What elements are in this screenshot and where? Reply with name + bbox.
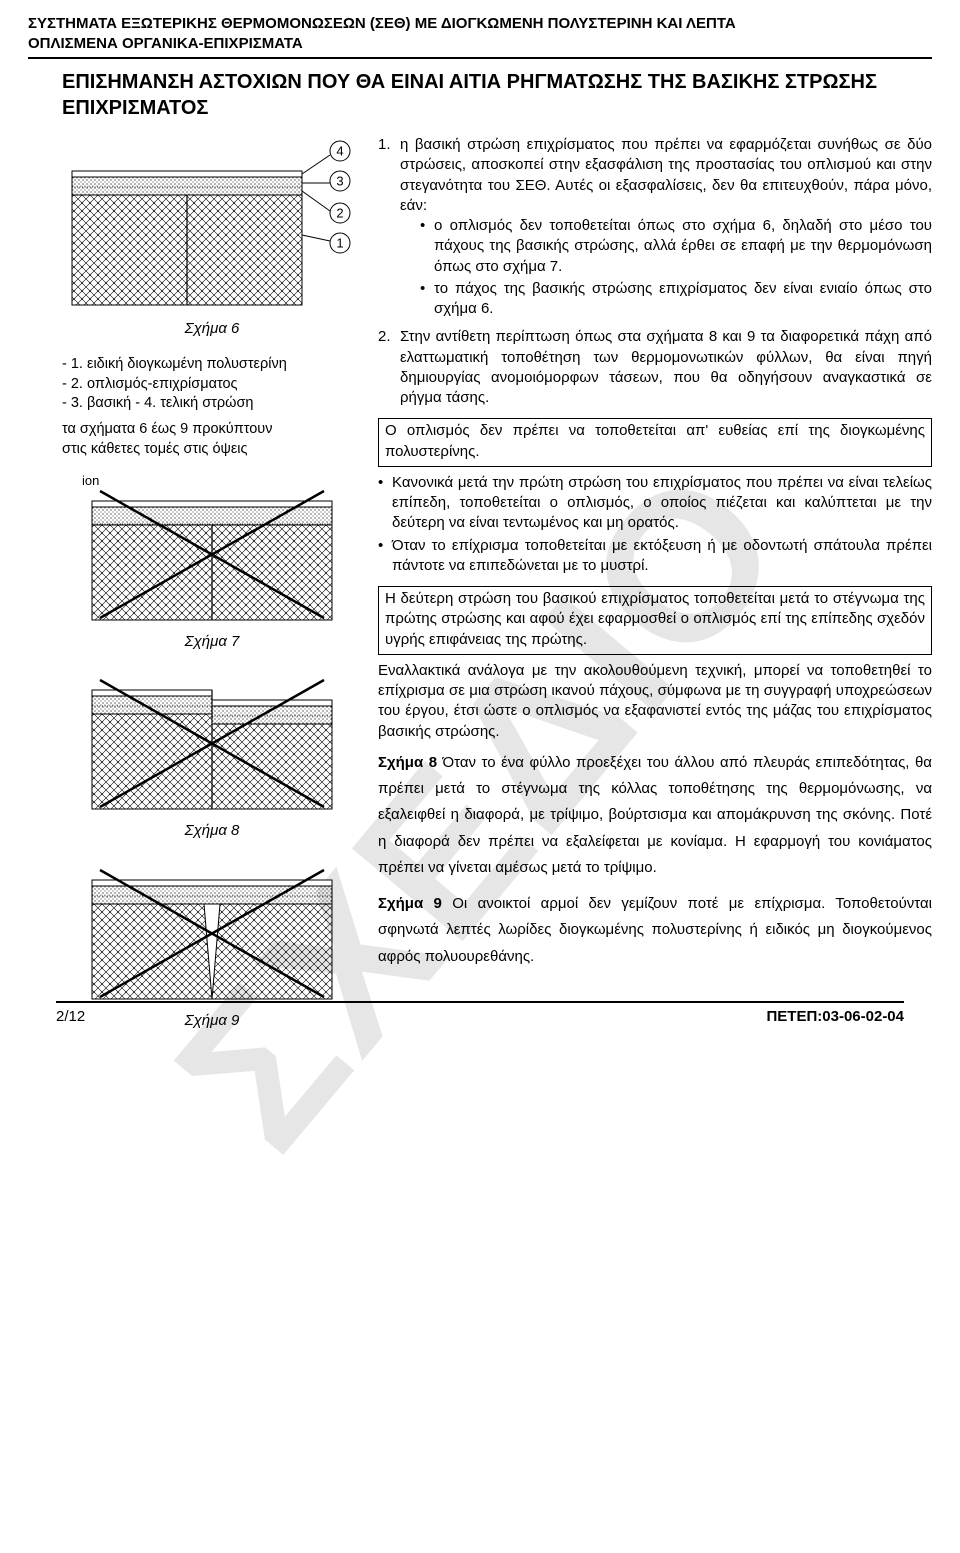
item-2-text: Στην αντίθετη περίπτωση όπως στα σχήματα… (400, 327, 932, 408)
bullet-2b: •Όταν το επίχρισμα τοποθετείται με εκτόξ… (378, 536, 932, 577)
para-s9-label: Σχήμα 9 (378, 895, 442, 912)
header-line-2: ΟΠΛΙΣΜΕΝΑ ΟΡΓΑΝΙΚΑ-ΕΠΙΧΡΙΣΜΑΤΑ (28, 35, 303, 52)
figure-6-caption: Σχήμα 6 (185, 319, 240, 339)
figure-8-caption: Σχήμα 8 (185, 821, 240, 841)
bullet-1a: •ο οπλισμός δεν τοποθετείται όπως στο σχ… (420, 216, 932, 277)
para-s9-text: Οι ανοικτοί αρμοί δεν γεμίζουν ποτέ με ε… (378, 895, 932, 965)
boxed-note-2: Η δεύτερη στρώση του βασικού επιχρίσματο… (378, 586, 932, 655)
figure-7-caption: Σχήμα 7 (185, 632, 240, 652)
doc-code: ΠΕΤΕΠ:03-06-02-04 (766, 1007, 904, 1027)
item-number: 2. (378, 327, 400, 408)
boxed-note-1: Ο οπλισμός δεν πρέπει να τοποθετείται απ… (378, 418, 932, 467)
item-number: 1. (378, 135, 400, 321)
figure-9 (82, 852, 342, 1007)
figure-8 (82, 662, 342, 817)
callout-1: 1 (336, 236, 343, 251)
para-s8-label: Σχήμα 8 (378, 754, 437, 771)
item-1-intro: η βασική στρώση επιχρίσματος που πρέπει … (400, 136, 932, 214)
bullet-1b: •το πάχος της βασικής στρώσης επιχρίσματ… (420, 279, 932, 320)
legend-note-2: στις κάθετες τομές στις όψεις (62, 440, 272, 460)
callout-2: 2 (336, 206, 343, 221)
header-line-1: ΣΥΣΤΗΜΑΤΑ ΕΞΩΤΕΡΙΚΗΣ ΘΕΡΜΟΜΟΝΩΣΕΩΝ (ΣΕΘ)… (28, 15, 736, 32)
para-s8-text: Όταν το ένα φύλλο προεξέχει του άλλου απ… (378, 754, 932, 876)
legend-note-1: τα σχήματα 6 έως 9 προκύπτουν (62, 420, 272, 440)
figure-6: 4 3 2 1 (62, 135, 362, 315)
figure-legend: - 1. ειδική διογκωμένη πολυστερίνη - 2. … (62, 355, 287, 414)
para-figure-8: Σχήμα 8 Όταν το ένα φύλλο προεξέχει του … (378, 750, 932, 881)
section-title: ΕΠΙΣΗΜΑΝΣΗ ΑΣΤΟΧΙΩΝ ΠΟΥ ΘΑ ΕΙΝΑΙ ΑΙΤΙΑ Ρ… (62, 69, 932, 121)
page-number: 2/12 (56, 1007, 85, 1027)
figure-7: ion (82, 473, 342, 628)
callout-4: 4 (336, 144, 343, 159)
numbered-item-1: 1. η βασική στρώση επιχρίσματος που πρέπ… (378, 135, 932, 321)
body-text-column: 1. η βασική στρώση επιχρίσματος που πρέπ… (378, 135, 932, 980)
page-footer: 2/12 ΠΕΤΕΠ:03-06-02-04 (56, 1001, 904, 1027)
ion-label: ion (82, 473, 99, 488)
numbered-item-2: 2. Στην αντίθετη περίπτωση όπως στα σχήμ… (378, 327, 932, 408)
bullet-2a: •Κανονικά μετά την πρώτη στρώση του επιχ… (378, 473, 932, 534)
figures-column: 4 3 2 1 Σχήμα 6 - 1. ειδική διογκωμένη π… (62, 135, 362, 1041)
para-alternative: Εναλλακτικά ανάλογα με την ακολουθούμενη… (378, 661, 932, 742)
legend-2: - 2. οπλισμός-επιχρίσματος (62, 375, 287, 395)
legend-3: - 3. βασική - 4. τελική στρώση (62, 394, 287, 414)
legend-1: - 1. ειδική διογκωμένη πολυστερίνη (62, 355, 287, 375)
callout-3: 3 (336, 174, 343, 189)
legend-note: τα σχήματα 6 έως 9 προκύπτουν στις κάθετ… (62, 420, 272, 459)
para-figure-9: Σχήμα 9 Οι ανοικτοί αρμοί δεν γεμίζουν π… (378, 891, 932, 970)
running-header: ΣΥΣΤΗΜΑΤΑ ΕΞΩΤΕΡΙΚΗΣ ΘΕΡΜΟΜΟΝΩΣΕΩΝ (ΣΕΘ)… (28, 14, 932, 59)
